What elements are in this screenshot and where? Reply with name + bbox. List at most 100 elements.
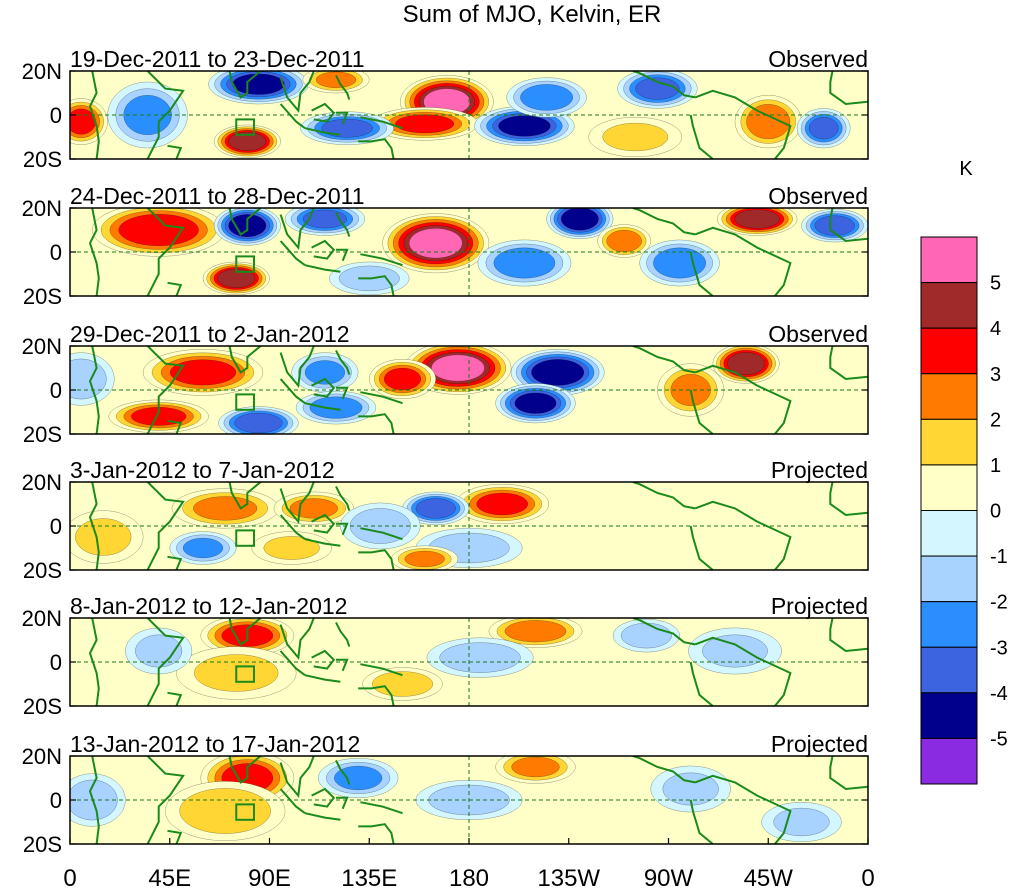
x-tick-label: 45E [148,865,191,889]
colorbar-swatch [920,555,978,603]
anomaly-cell-p1-4-3 [520,84,573,111]
panel-field [70,208,868,296]
coastline [88,71,100,159]
y-tick-label: 0 [50,514,62,539]
x-tick-label: 45W [744,865,794,889]
coastline [336,111,349,125]
coastline [304,674,341,683]
coastline [88,482,100,570]
colorbar-swatch [920,282,978,329]
coastline [829,618,868,653]
panel-2: 20N 0 20S 24-Dec-2011 to 28-Dec-2011 Observe… [22,183,869,309]
anomaly-cell-p5-6-2 [702,634,768,668]
region-box [235,529,255,547]
anomaly-cell-p6-4-3 [511,756,560,778]
coastline [358,138,395,159]
anomaly-cell-p3-7-5 [514,392,557,414]
anomaly-cell-p3-3-4 [169,359,237,386]
coastline [304,812,341,821]
colorbar-unit: K [959,158,973,180]
coastline [336,248,349,262]
coastline [88,346,100,434]
panel-status: Projected [771,731,868,757]
coastline [689,251,714,296]
anomaly-cell-p3-1-6 [431,354,485,382]
coastline [228,71,262,99]
anomaly-cell-p1-14-2 [602,122,669,152]
coastline [335,211,351,237]
coastline [311,787,336,808]
panel-3: 20N 0 20S 29-Dec-2011 to 2-Jan-2012 Observed [22,321,869,447]
y-tick-label: 20N [22,470,62,495]
coastline [360,391,403,405]
colorbar-label: -3 [990,637,1008,659]
anomaly-cell-p2-6-5 [560,208,599,231]
colorbar-label: 3 [990,364,1001,386]
coastline [228,346,262,374]
colorbar-label: -5 [990,728,1008,750]
coastline [360,663,403,677]
panel-field [70,756,868,844]
y-tick-label: 20S [23,284,62,309]
coastline [829,482,868,517]
coastline [228,618,262,646]
panel-1: 20N 0 20S 19-Dec-2011 to 23-Dec-2011 Observe… [22,46,869,172]
coastline [689,114,714,159]
colorbar-swatch [920,601,978,648]
coastline [311,377,336,398]
y-tick-label: 20N [22,334,62,359]
anomaly-cell-p4-8-2 [263,536,320,560]
coastline [829,346,868,381]
colorbar-swatch [920,737,978,785]
coastline [829,71,868,106]
y-tick-label: 0 [50,240,62,265]
colorbar-label: 5 [990,273,1001,295]
coastline [146,71,185,159]
coastline [167,144,183,159]
coastline [694,89,792,159]
region-box [235,118,255,136]
panel-field [70,71,868,159]
anomaly-cell-p4-4-3 [289,498,338,519]
coastline [335,74,351,100]
anomaly-cell-p3-10-3 [304,360,346,385]
panel-period: 3-Jan-2012 to 7-Jan-2012 [70,457,335,483]
coastline [632,618,696,646]
coastline [279,514,306,541]
y-tick-label: 0 [50,378,62,403]
anomaly-cell-p2-11-3 [606,229,642,252]
anomaly-cell-p5-4-2 [439,642,521,673]
panel-field [70,618,868,706]
x-tick-label: 135W [537,865,600,889]
x-tick-label: 180 [449,865,489,889]
anomaly-cell-p1-12-3 [746,104,791,140]
coastline [694,226,792,296]
coastline [335,485,351,511]
coastline [358,549,395,570]
coastline [228,482,262,510]
panel-status: Projected [771,457,868,483]
anomaly-cell-p2-7-3 [493,247,556,279]
panel-period: 24-Dec-2011 to 28-Dec-2011 [70,183,365,209]
panel-period: 13-Jan-2012 to 17-Jan-2012 [70,731,360,757]
coastline [304,402,341,411]
panel-period: 19-Dec-2011 to 23-Dec-2011 [70,46,365,72]
chart-title: Sum of MJO, Kelvin, ER [403,1,662,28]
coastline [279,650,306,677]
anomaly-cell-p3-12-2 [70,358,107,400]
y-tick-label: 20N [22,196,62,221]
anomaly-cell-p1-11-4 [635,77,680,100]
y-tick-label: 20S [23,558,62,583]
x-axis: 0 45E 90E 135E 180 135W 90W 45W 0 [63,838,875,889]
y-tick-label: 20N [22,606,62,631]
coastline [360,801,403,815]
anomaly-cell-p4-7-3 [182,537,224,559]
coastline [829,756,868,791]
colorbar-swatch [920,646,978,694]
coastline [694,364,792,434]
panel-period: 8-Jan-2012 to 12-Jan-2012 [70,593,347,619]
coastline [279,378,306,405]
coastline [279,240,306,267]
coastline [167,555,183,570]
region-box [235,665,255,683]
